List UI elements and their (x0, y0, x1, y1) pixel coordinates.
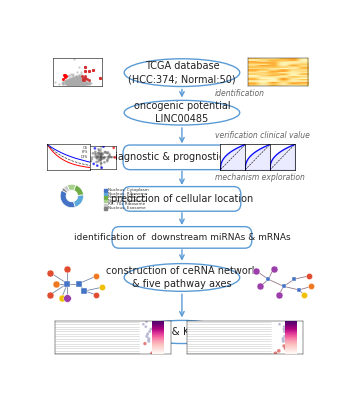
Bar (104, 200, 107, 202)
Ellipse shape (124, 264, 240, 291)
Bar (104, 207, 107, 210)
Text: RC: 70s Ribosome: RC: 70s Ribosome (108, 202, 145, 206)
Ellipse shape (135, 320, 229, 344)
Ellipse shape (124, 100, 240, 125)
Text: identification of  downstream miRNAs & mRNAs: identification of downstream miRNAs & mR… (73, 233, 290, 242)
Text: identification: identification (215, 89, 265, 98)
Bar (104, 189, 107, 192)
Text: mechanism exploration: mechanism exploration (215, 174, 305, 182)
Text: oncogenic potential
LINC00485: oncogenic potential LINC00485 (133, 101, 230, 124)
Text: Nucleus: Exosome: Nucleus: Exosome (108, 206, 145, 210)
Text: Nucleus: Ribosome: Nucleus: Ribosome (108, 192, 147, 196)
Text: Nucleus: Exosome: Nucleus: Exosome (108, 195, 145, 199)
Ellipse shape (124, 59, 240, 86)
Text: construction of ceRNA network
& five pathway axes: construction of ceRNA network & five pat… (106, 266, 258, 289)
Bar (104, 193, 107, 195)
Text: Nucleus: Cytoplasm: Nucleus: Cytoplasm (108, 188, 148, 192)
FancyBboxPatch shape (123, 186, 241, 211)
Bar (104, 196, 107, 199)
FancyBboxPatch shape (123, 145, 241, 170)
Bar (104, 204, 107, 206)
Text: Nucleus: Nucleolus: Nucleus: Nucleolus (108, 199, 146, 203)
Text: diagnostic & prognostic value: diagnostic & prognostic value (109, 152, 255, 162)
FancyBboxPatch shape (112, 227, 252, 248)
Text: verification clinical value: verification clinical value (215, 131, 310, 140)
Text: GO & KEGG: GO & KEGG (152, 327, 212, 337)
Text: prediction of cellular location: prediction of cellular location (111, 194, 253, 204)
Text: TCGA database
(HCC:374; Normal:50): TCGA database (HCC:374; Normal:50) (128, 61, 236, 84)
